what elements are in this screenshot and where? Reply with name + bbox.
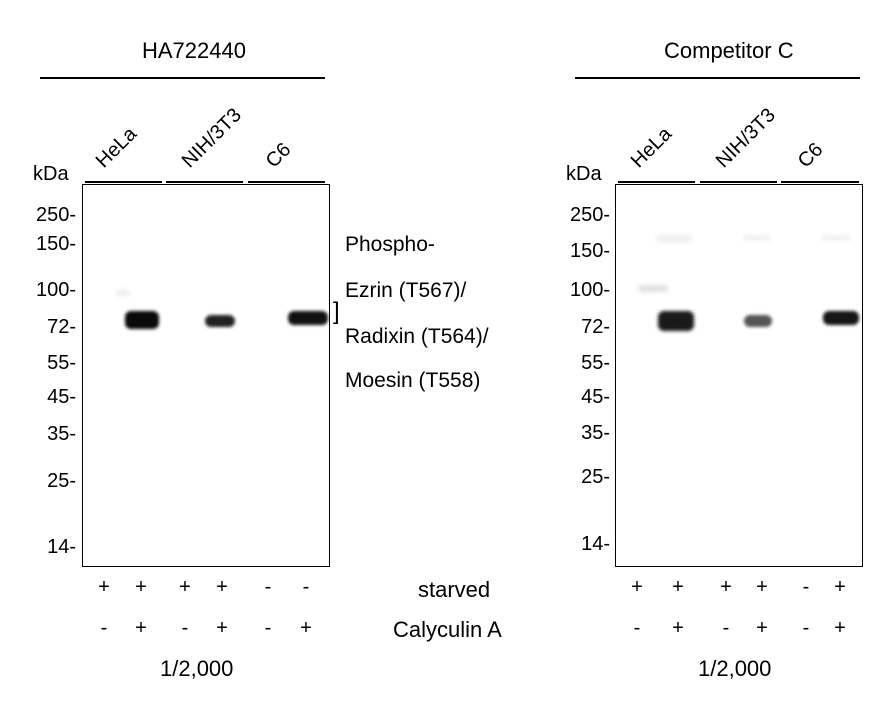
marker-72-left: 72- xyxy=(47,316,76,338)
blot-membrane-right xyxy=(615,184,863,567)
starved-sign-left-6: - xyxy=(302,576,310,598)
band-nih3t3-calyculin-left xyxy=(205,315,235,327)
faint-band-hela-150-right xyxy=(656,235,692,242)
marker-250-left: 250- xyxy=(35,204,76,226)
title-underline-right xyxy=(575,77,860,79)
band-c6-calyculin-left xyxy=(288,311,328,325)
lane-line-nih3t3-left xyxy=(166,181,243,183)
starved-sign-right-3: + xyxy=(720,576,732,598)
marker-25-right: 25- xyxy=(581,466,610,488)
marker-250-right: 250- xyxy=(569,204,610,226)
marker-72-right: 72- xyxy=(581,316,610,338)
row-label-calyculin: Calyculin A xyxy=(393,617,502,642)
starved-sign-right-6: + xyxy=(834,576,846,598)
panel-title-right: Competitor C xyxy=(664,38,794,63)
row-label-starved: starved xyxy=(418,577,491,602)
lane-line-nih3t3-right xyxy=(700,181,777,183)
faint-band-hela-100-right xyxy=(638,285,668,292)
starved-sign-left-1: + xyxy=(98,576,110,598)
kda-label-right: kDa xyxy=(566,163,602,185)
calyculin-sign-left-1: - xyxy=(100,617,108,639)
calyculin-sign-right-5: - xyxy=(802,617,810,639)
marker-55-right: 55- xyxy=(581,352,610,374)
faint-band-c6-150-right xyxy=(822,235,850,241)
target-label-line1: Phospho- xyxy=(345,233,435,256)
marker-14-left: 14- xyxy=(47,536,76,558)
calyculin-sign-right-3: - xyxy=(722,617,730,639)
kda-label-left: kDa xyxy=(33,163,69,185)
target-label-line4: Moesin (T558) xyxy=(345,369,481,392)
calyculin-sign-left-4: + xyxy=(216,617,228,639)
marker-14-right: 14- xyxy=(581,533,610,555)
faint-band-nih3t3-150-right xyxy=(743,235,771,241)
starved-sign-left-2: + xyxy=(135,576,147,598)
dilution-right: 1/2,000 xyxy=(698,656,772,681)
lane-line-c6-left xyxy=(248,181,325,183)
calyculin-sign-right-4: + xyxy=(756,617,768,639)
marker-100-right: 100- xyxy=(569,279,610,301)
lane-label-hela-right: HeLa xyxy=(626,122,677,173)
lane-line-hela-right xyxy=(618,181,695,183)
marker-150-left: 150- xyxy=(35,233,76,255)
lane-label-c6-left: C6 xyxy=(261,138,296,173)
target-label-line2: Ezrin (T567)/ xyxy=(345,279,467,302)
marker-45-right: 45- xyxy=(581,386,610,408)
marker-55-left: 55- xyxy=(47,352,76,374)
calyculin-sign-left-2: + xyxy=(135,617,147,639)
calyculin-sign-right-6: + xyxy=(834,617,846,639)
marker-100-left: 100- xyxy=(35,279,76,301)
title-underline-left xyxy=(40,77,325,79)
lane-line-hela-left xyxy=(85,181,162,183)
target-bracket: ] xyxy=(333,298,340,325)
starved-sign-left-4: + xyxy=(216,576,228,598)
lane-label-c6-right: C6 xyxy=(793,138,828,173)
calyculin-sign-right-1: - xyxy=(633,617,641,639)
calyculin-sign-left-3: - xyxy=(181,617,189,639)
target-label-line3: Radixin (T564)/ xyxy=(345,325,489,348)
starved-sign-right-5: - xyxy=(802,576,810,598)
calyculin-sign-left-6: + xyxy=(300,617,312,639)
marker-25-left: 25- xyxy=(47,470,76,492)
marker-45-left: 45- xyxy=(47,386,76,408)
calyculin-sign-right-2: + xyxy=(672,617,684,639)
starved-sign-left-5: - xyxy=(264,576,272,598)
marker-35-left: 35- xyxy=(47,423,76,445)
lane-label-nih3t3-right: NIH/3T3 xyxy=(711,104,780,173)
starved-sign-right-1: + xyxy=(631,576,643,598)
lane-label-hela-left: HeLa xyxy=(91,122,142,173)
dilution-left: 1/2,000 xyxy=(160,656,234,681)
marker-150-right: 150- xyxy=(569,240,610,262)
calyculin-sign-left-5: - xyxy=(264,617,272,639)
band-hela-calyculin-right xyxy=(658,311,694,331)
band-hela-calyculin-left xyxy=(125,311,159,329)
starved-sign-right-2: + xyxy=(672,576,684,598)
panel-title-left: HA722440 xyxy=(142,38,246,63)
lane-line-c6-right xyxy=(781,181,859,183)
starved-sign-right-4: + xyxy=(756,576,768,598)
starved-sign-left-3: + xyxy=(179,576,191,598)
lane-label-nih3t3-left: NIH/3T3 xyxy=(177,104,246,173)
blot-membrane-left xyxy=(82,184,330,567)
marker-35-right: 35- xyxy=(581,422,610,444)
band-c6-calyculin-right xyxy=(823,311,859,325)
faint-spot-left xyxy=(116,290,130,296)
band-nih3t3-calyculin-right xyxy=(744,315,772,327)
